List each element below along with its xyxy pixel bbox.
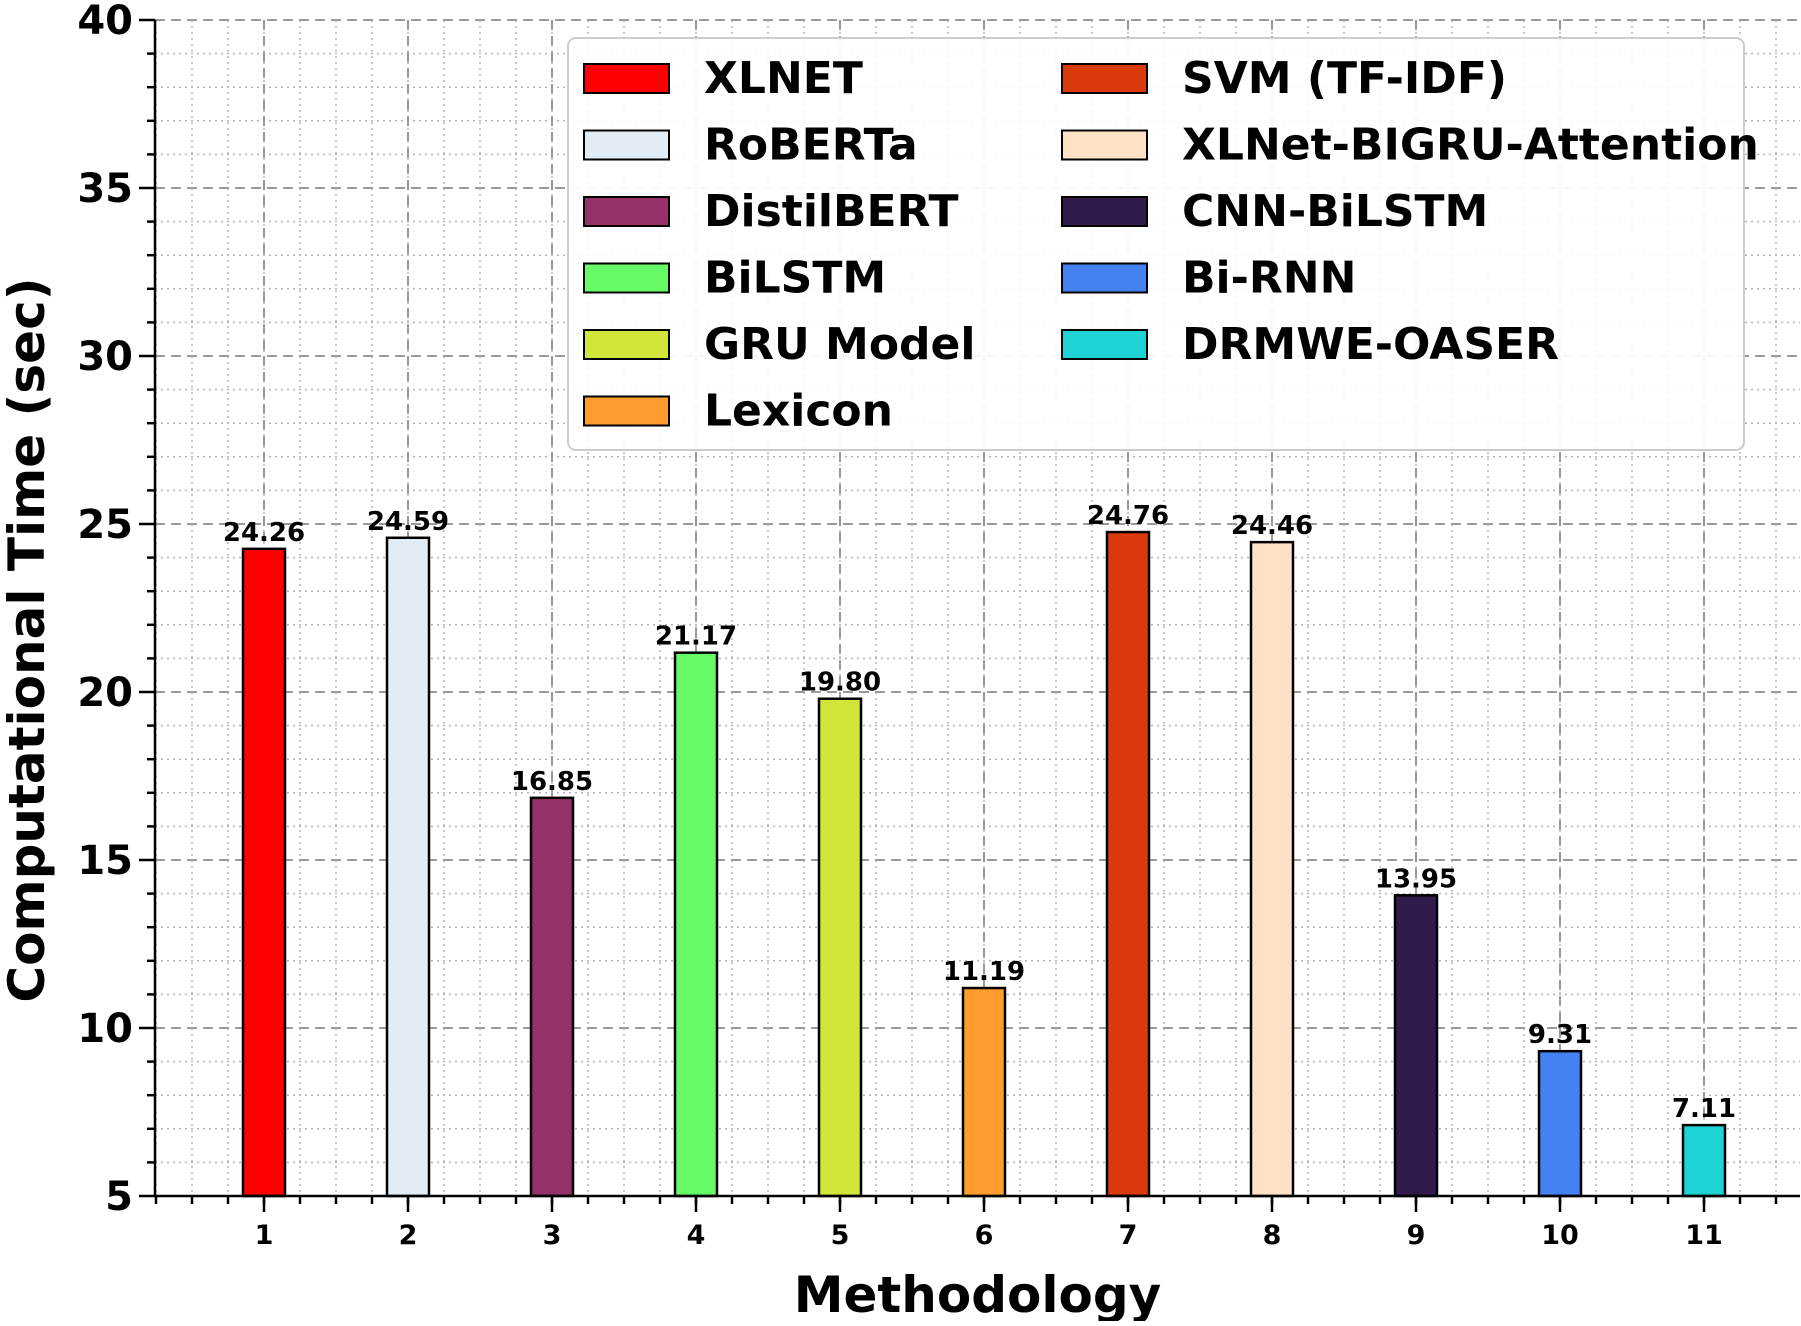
x-tick-label: 4 bbox=[687, 1220, 706, 1251]
legend-swatch bbox=[583, 329, 670, 360]
bar-6 bbox=[961, 986, 1007, 1198]
y-tick-label: 20 bbox=[77, 670, 133, 716]
x-tick-label: 5 bbox=[831, 1220, 850, 1251]
bar-value-label: 16.85 bbox=[511, 767, 593, 797]
legend-swatch bbox=[1061, 129, 1148, 161]
bar-value-label: 24.26 bbox=[223, 518, 305, 548]
legend-label: XLNET bbox=[704, 53, 863, 104]
bar-9 bbox=[1393, 894, 1439, 1198]
bar-1 bbox=[241, 547, 287, 1198]
legend-label: BiLSTM bbox=[704, 253, 886, 304]
bars: 24.26 24.59 16.85 21.17 19.80 11.19 24.76 24.46… bbox=[223, 501, 1736, 1198]
bar-4 bbox=[673, 651, 719, 1198]
bar-value-label: 11.19 bbox=[943, 957, 1025, 987]
legend-label: Lexicon bbox=[704, 386, 893, 437]
grid-lines bbox=[155, 19, 1800, 1197]
bar-value-label: 24.59 bbox=[367, 507, 449, 537]
legend-label: GRU Model bbox=[704, 319, 975, 370]
bar-value-label: 24.76 bbox=[1087, 501, 1169, 531]
bar-2 bbox=[385, 536, 431, 1198]
legend-label: DRMWE-OASER bbox=[1182, 319, 1559, 370]
x-tick-label: 10 bbox=[1541, 1220, 1579, 1251]
bar-value-label: 19.80 bbox=[799, 668, 881, 698]
legend-swatch bbox=[583, 63, 670, 94]
legend-swatch bbox=[1061, 329, 1148, 360]
bar-value-label: 9.31 bbox=[1528, 1020, 1592, 1050]
y-tick-label: 35 bbox=[77, 166, 133, 212]
legend-swatch bbox=[1061, 63, 1148, 94]
x-tick-label: 11 bbox=[1685, 1220, 1723, 1251]
legend-box bbox=[567, 37, 1745, 451]
axes: 5 10 15 20 25 30 35 40 1 2 3 4 5 6 7 8 9 10 11 bbox=[77, 0, 1800, 1251]
y-tick-label: 25 bbox=[77, 502, 133, 548]
bar-8 bbox=[1249, 540, 1295, 1198]
legend-swatch bbox=[583, 129, 670, 161]
legend-swatch bbox=[583, 262, 670, 294]
bar-value-label: 13.95 bbox=[1375, 864, 1457, 894]
bar-11 bbox=[1681, 1123, 1727, 1198]
x-axis-title: Methodology bbox=[794, 1266, 1162, 1321]
legend-label: RoBERTa bbox=[704, 120, 918, 171]
legend-label: DistilBERT bbox=[704, 186, 959, 237]
x-tick-label: 1 bbox=[255, 1220, 274, 1251]
legend-swatch bbox=[583, 395, 670, 427]
x-tick-label: 8 bbox=[1263, 1220, 1282, 1251]
bar-value-label: 7.11 bbox=[1672, 1094, 1736, 1124]
legend-label: XLNet-BIGRU-Attention bbox=[1182, 120, 1759, 171]
y-tick-label: 40 bbox=[77, 0, 133, 44]
bar-value-label: 21.17 bbox=[655, 622, 737, 652]
legend-label: SVM (TF-IDF) bbox=[1182, 53, 1507, 104]
y-tick-label: 5 bbox=[105, 1174, 133, 1220]
legend-swatch bbox=[1061, 262, 1148, 294]
x-tick-label: 2 bbox=[399, 1220, 418, 1251]
x-tick-label: 6 bbox=[975, 1220, 994, 1251]
y-tick-label: 30 bbox=[77, 334, 133, 380]
bar-value-label: 24.46 bbox=[1231, 511, 1313, 541]
legend-swatch bbox=[1061, 196, 1148, 227]
y-tick-label: 10 bbox=[77, 1006, 133, 1052]
x-tick-label: 7 bbox=[1119, 1220, 1138, 1251]
legend-swatch bbox=[583, 196, 670, 227]
bar-3 bbox=[529, 796, 575, 1198]
bar-10 bbox=[1537, 1049, 1583, 1198]
legend: XLNET RoBERTa DistilBERT BiLSTM GRU Model Lex… bbox=[567, 37, 1759, 451]
legend-label: Bi-RNN bbox=[1182, 253, 1356, 304]
bar-7 bbox=[1105, 530, 1151, 1198]
bar-5 bbox=[817, 697, 863, 1198]
y-axis-title: Computational Time (sec) bbox=[0, 277, 56, 1002]
legend-label: CNN-BiLSTM bbox=[1182, 186, 1488, 237]
x-tick-label: 3 bbox=[543, 1220, 562, 1251]
y-tick-label: 15 bbox=[77, 838, 133, 884]
x-tick-label: 9 bbox=[1407, 1220, 1426, 1251]
